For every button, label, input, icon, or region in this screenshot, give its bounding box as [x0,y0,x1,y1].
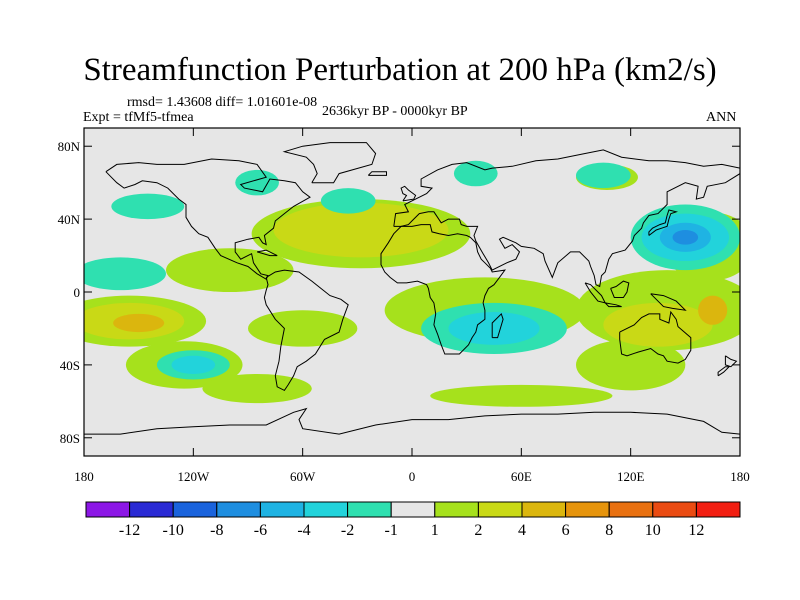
coastline [84,407,740,435]
colorbar-label: -12 [119,522,140,539]
colorbar-label: -8 [210,522,223,539]
season-label: ANN [706,110,737,125]
colorbar-swatch [172,501,218,518]
colorbar-swatch [477,501,523,518]
colorbar-swatch [216,501,261,518]
lat-tick-label: 40S [60,358,80,373]
coastline [650,293,687,311]
stats-line: rmsd= 1.43608 diff= 1.01601e-08 [127,95,318,110]
anomaly-patch [603,302,713,347]
coastline [717,366,731,377]
anomaly-patch [320,188,376,214]
anomaly-patch [111,193,185,220]
anomaly-patch [453,160,498,187]
anomaly-patch [448,312,540,345]
colorbar-swatch [347,501,392,518]
colorbar-swatch [434,501,479,518]
colorbar-swatch [390,501,436,518]
colorbar-label: 6 [562,522,570,539]
anomaly-patch [273,202,449,258]
coastline [604,302,622,308]
lon-tick-label: 180 [74,469,94,484]
colorbar-swatch [521,501,567,518]
coastline [491,312,504,339]
anomaly-patch [576,162,631,189]
colorbar-label: -1 [385,522,398,539]
colorbar-label: 2 [474,522,482,539]
lat-tick-label: 80N [58,139,81,154]
coastline [380,224,507,355]
colorbar-label: -2 [341,522,354,539]
lon-tick-label: 60E [511,469,532,484]
anomaly-patch [672,230,699,245]
coastline [724,355,738,368]
anomaly-patch [235,169,279,196]
colorbar-label: 12 [688,522,704,539]
anomaly-patch [166,248,294,292]
colorbar-label: 8 [605,522,613,539]
lat-tick-label: 80S [60,431,80,446]
colorbar-label: 4 [518,522,526,539]
experiment-label: Expt = tfMf5-tfmea [83,110,194,125]
coastline [619,310,692,364]
anomaly-patch [430,384,613,407]
coastline [367,171,387,176]
anomaly-patch [576,339,686,391]
coastline [282,142,377,184]
colorbar-swatch [565,501,610,518]
colorbar-swatch [129,501,174,518]
lon-tick-label: 120E [617,469,645,484]
lat-tick-label: 40N [58,212,81,227]
anomaly-patch [84,257,166,291]
anomaly-patch [698,295,728,325]
colorbar-label: -10 [163,522,184,539]
colorbar-label: -6 [254,522,267,539]
plot-title: Streamfunction Perturbation at 200 hPa (… [83,52,717,88]
colorbar-label: 10 [645,522,661,539]
coastline [400,185,417,202]
coastline [393,149,740,288]
colorbar-swatch [303,501,349,518]
colorbar-swatch [652,501,697,518]
colorbar-swatch [85,501,131,518]
anomaly-patch [171,355,216,374]
period-label: 2636kyr BP - 0000kyr BP [322,104,468,119]
coastline [105,158,311,280]
lon-tick-label: 0 [409,469,416,484]
lon-tick-label: 180 [730,469,750,484]
colorbar-swatch [695,501,741,518]
coastline [263,269,349,392]
coastline [256,249,278,257]
lon-tick-label: 120W [177,469,210,484]
lon-tick-label: 60W [290,469,316,484]
colorbar-swatch [608,501,654,518]
colorbar-label: -4 [297,522,310,539]
coastline [610,280,630,298]
colorbar-swatch [259,501,305,518]
anomaly-patch [113,313,165,333]
lat-tick-label: 0 [74,285,81,300]
anomaly-patch [202,374,312,404]
coastline [648,209,678,236]
colorbar-label: 1 [431,522,439,539]
